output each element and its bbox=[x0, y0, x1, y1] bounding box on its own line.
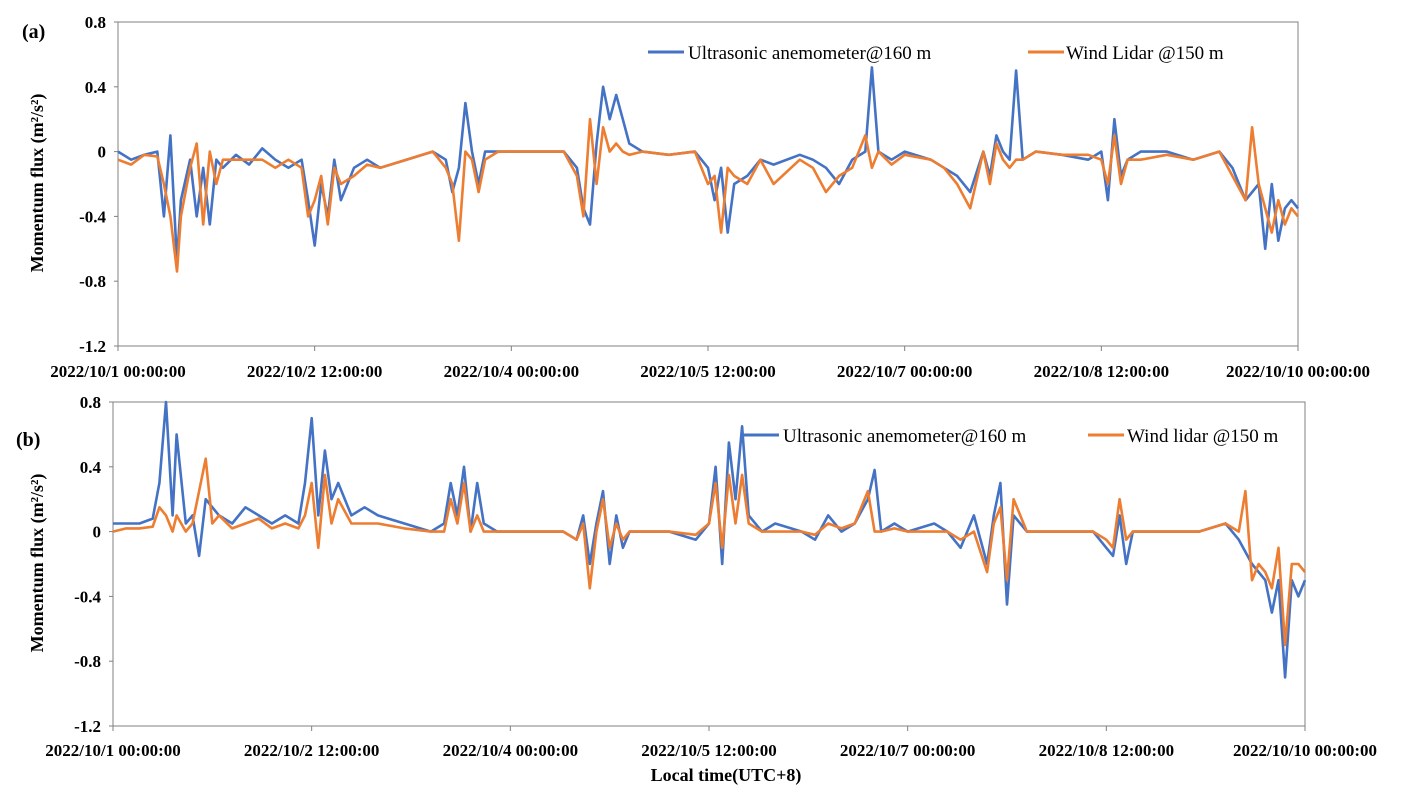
y-tick-label: -0.4 bbox=[79, 207, 106, 226]
panel-b-legend-label-2: Wind lidar @150 m bbox=[1127, 426, 1279, 447]
y-tick-label: -0.8 bbox=[74, 652, 101, 671]
x-tick-label: 2022/10/2 12:00:00 bbox=[247, 362, 383, 381]
x-tick-label: 2022/10/5 12:00:00 bbox=[640, 362, 776, 381]
y-tick-label: 0.8 bbox=[85, 13, 106, 32]
panel-a-series bbox=[117, 66, 1300, 273]
panel-b-y-ticks: -1.2 -0.8 -0.4 0 0.4 0.8 bbox=[74, 393, 113, 736]
x-tick-label: 2022/10/10 00:00:00 bbox=[1226, 362, 1370, 381]
y-tick-label: 0.4 bbox=[80, 458, 102, 477]
x-tick-label: 2022/10/10 00:00:00 bbox=[1233, 741, 1377, 760]
x-tick-label: 2022/10/4 00:00:00 bbox=[443, 741, 579, 760]
x-tick-label: 2022/10/1 00:00:00 bbox=[50, 362, 186, 381]
y-tick-label: -0.4 bbox=[74, 587, 101, 606]
panel-a-legend: Ultrasonic anemometer@160 m Wind Lidar @… bbox=[648, 43, 1224, 64]
y-tick-label: -1.2 bbox=[79, 337, 106, 356]
y-tick-label: -0.8 bbox=[79, 272, 106, 291]
x-tick-label: 2022/10/7 00:00:00 bbox=[837, 362, 973, 381]
panel-b-legend-label-1: Ultrasonic anemometer@160 m bbox=[783, 426, 1027, 447]
x-tick-label: 2022/10/2 12:00:00 bbox=[244, 741, 380, 760]
panel-b-legend: Ultrasonic anemometer@160 m Wind lidar @… bbox=[743, 426, 1279, 447]
panel-a-x-ticks: 2022/10/1 00:00:00 2022/10/2 12:00:00 2022… bbox=[50, 346, 1370, 381]
panel-a-legend-label-2: Wind Lidar @150 m bbox=[1066, 43, 1224, 64]
series-line-2 bbox=[117, 117, 1300, 273]
y-tick-label: 0 bbox=[98, 143, 107, 162]
panel-a: (a) Momentum flux (m²/s²) -1.2 -0.8 -0.4 0 0… bbox=[22, 13, 1370, 381]
x-axis-title: Local time(UTC+8) bbox=[651, 765, 802, 786]
x-tick-label: 2022/10/7 00:00:00 bbox=[840, 741, 976, 760]
x-tick-label: 2022/10/5 12:00:00 bbox=[641, 741, 777, 760]
panel-a-y-axis-title: Momentum flux (m²/s²) bbox=[27, 94, 48, 273]
x-tick-label: 2022/10/8 12:00:00 bbox=[1034, 362, 1170, 381]
panel-a-y-ticks: -1.2 -0.8 -0.4 0 0.4 0.8 bbox=[79, 13, 118, 356]
series-line-2 bbox=[112, 457, 1307, 647]
panel-b: (b) Momentum flux (m²/s²) -1.2 -0.8 -0.4 0 0… bbox=[16, 393, 1377, 760]
y-tick-label: 0.4 bbox=[85, 78, 107, 97]
x-tick-label: 2022/10/8 12:00:00 bbox=[1039, 741, 1175, 760]
y-tick-label: -1.2 bbox=[74, 717, 101, 736]
panel-b-y-axis-title: Momentum flux (m²/s²) bbox=[27, 474, 48, 653]
panel-b-x-ticks: 2022/10/1 00:00:00 2022/10/2 12:00:00 2022… bbox=[45, 726, 1377, 760]
y-tick-label: 0.8 bbox=[80, 393, 101, 412]
x-tick-label: 2022/10/1 00:00:00 bbox=[45, 741, 181, 760]
panel-b-label: (b) bbox=[16, 429, 40, 451]
panel-a-legend-label-1: Ultrasonic anemometer@160 m bbox=[688, 43, 932, 64]
panel-a-label: (a) bbox=[22, 21, 45, 43]
y-tick-label: 0 bbox=[93, 523, 102, 542]
panel-b-series bbox=[112, 400, 1307, 679]
x-tick-label: 2022/10/4 00:00:00 bbox=[444, 362, 580, 381]
